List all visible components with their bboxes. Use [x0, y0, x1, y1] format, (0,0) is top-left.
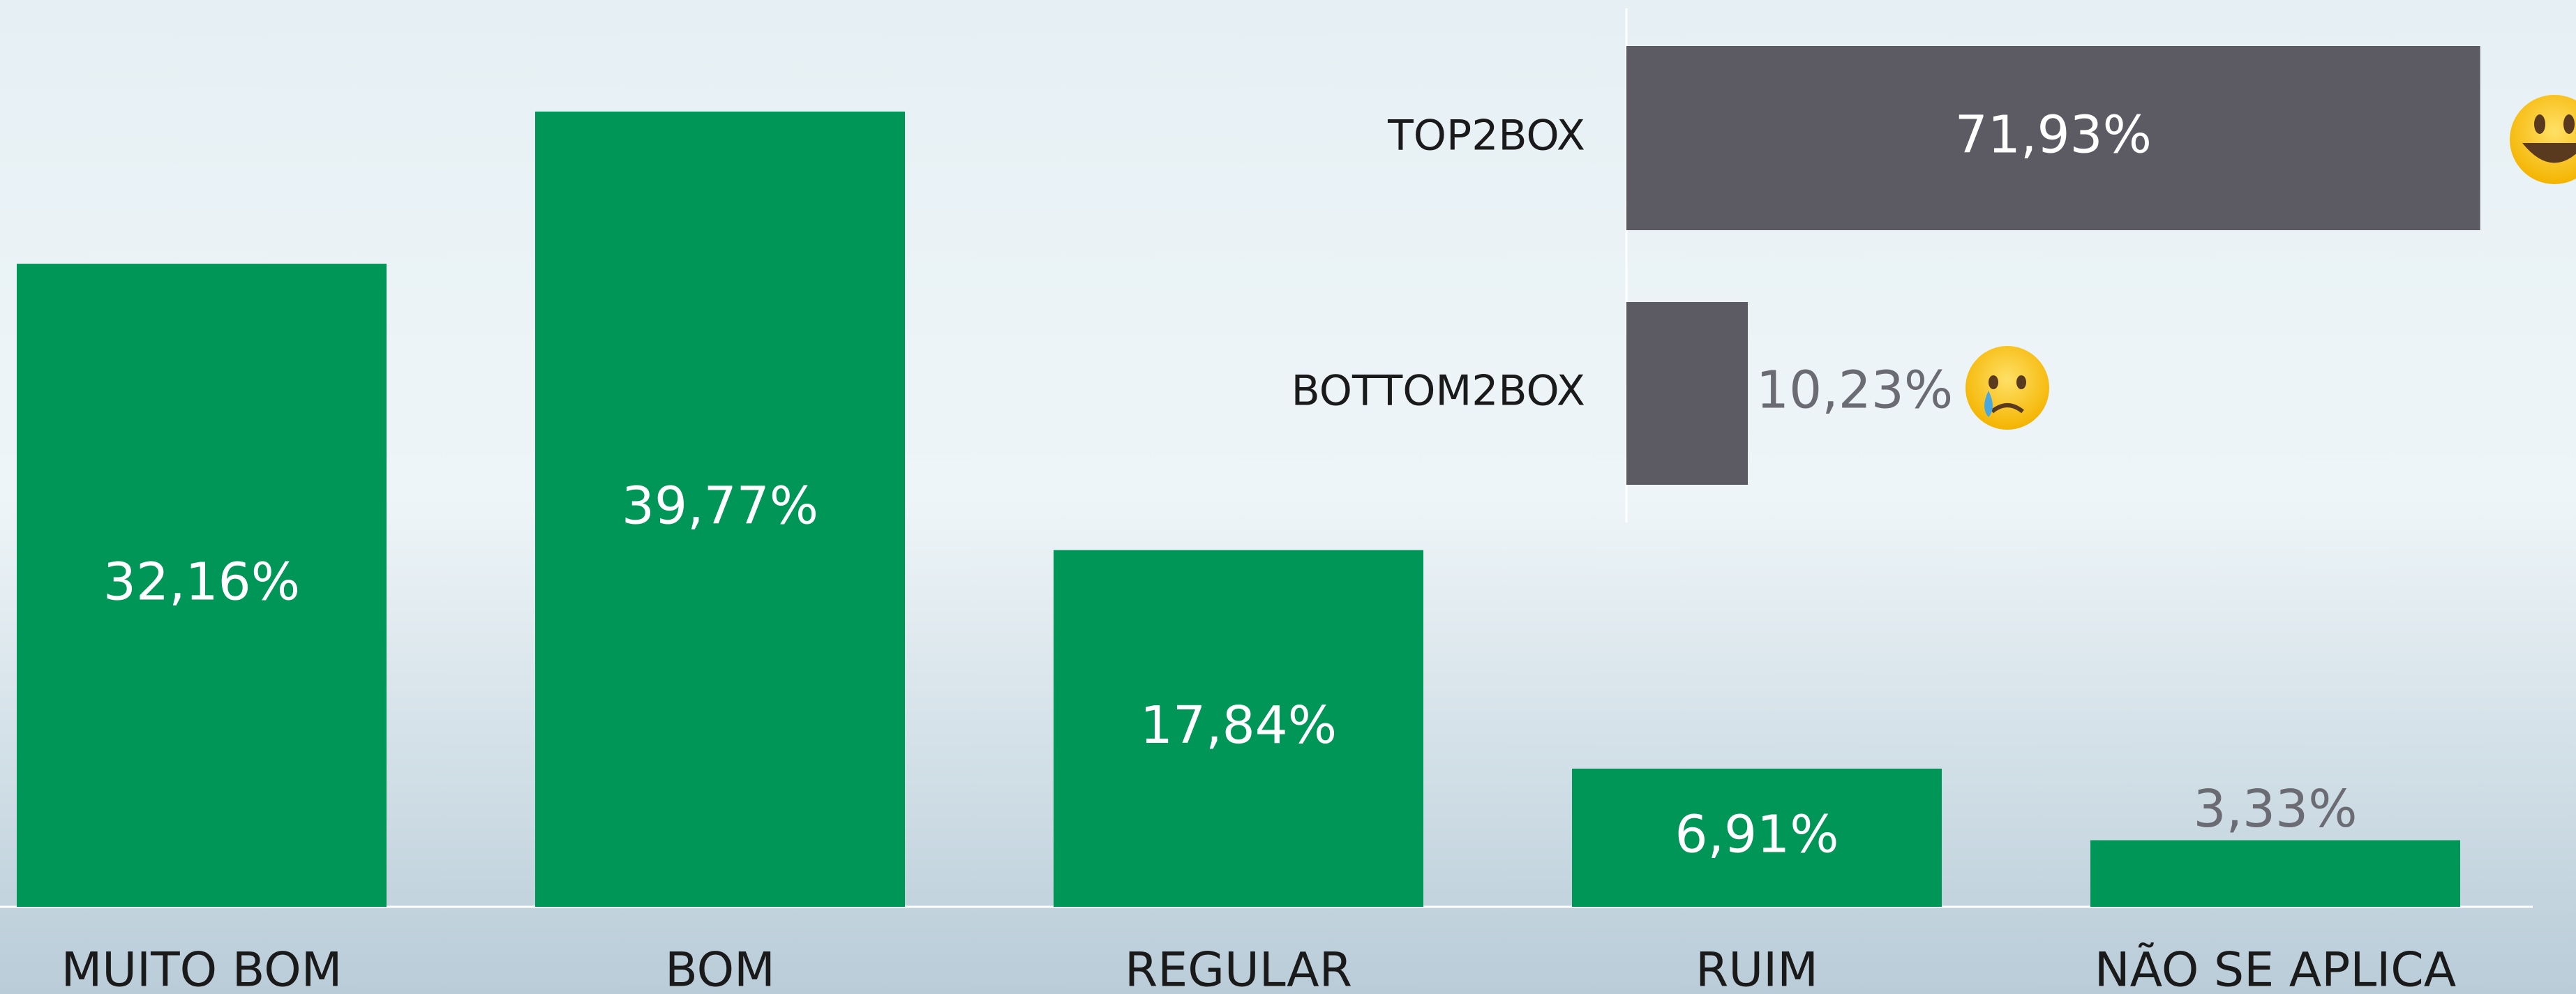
x-tick-label: MUITO BOM [61, 943, 343, 994]
x-tick-label: REGULAR [1125, 943, 1352, 994]
x-tick-label: BOM [665, 943, 775, 994]
data-label: 39,77% [622, 476, 818, 536]
y-tick-label: TOP2BOX [1387, 112, 1585, 160]
data-label: 3,33% [2193, 779, 2357, 839]
bar [2090, 841, 2460, 907]
y-tick-label: BOTTOM2BOX [1291, 367, 1585, 416]
data-label: 32,16% [103, 552, 300, 612]
data-label: 71,93% [1955, 105, 2152, 165]
data-label: 10,23% [1756, 361, 1953, 421]
crying-emoji [1965, 346, 2049, 430]
bar [1626, 302, 1748, 485]
data-label: 17,84% [1140, 695, 1337, 755]
chart: 32,16% MUITO BOM 39,77% BOM 17,84% REGULAR 6,9… [0, 0, 2576, 994]
x-tick-label: NÃO SE APLICA [2095, 942, 2457, 994]
data-label: 6,91% [1675, 804, 1839, 864]
x-tick-label: RUIM [1695, 943, 1818, 994]
